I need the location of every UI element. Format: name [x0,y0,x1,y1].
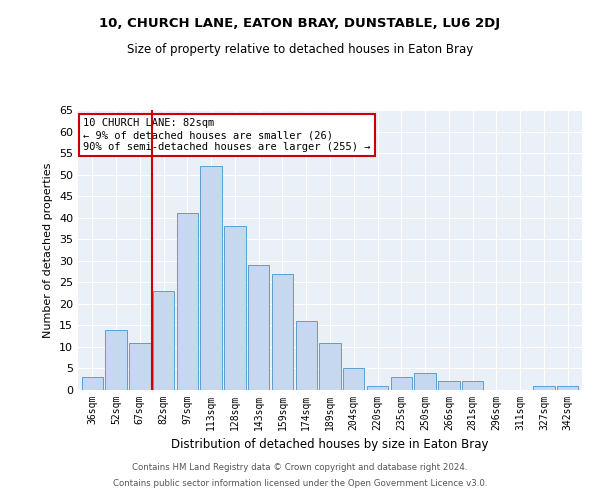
Y-axis label: Number of detached properties: Number of detached properties [43,162,53,338]
Text: 10 CHURCH LANE: 82sqm
← 9% of detached houses are smaller (26)
90% of semi-detac: 10 CHURCH LANE: 82sqm ← 9% of detached h… [83,118,371,152]
Bar [391,377,412,390]
X-axis label: Distribution of detached houses by size in Eaton Bray: Distribution of detached houses by size … [171,438,489,452]
Bar [129,342,151,390]
Bar [82,377,103,390]
Text: 10, CHURCH LANE, EATON BRAY, DUNSTABLE, LU6 2DJ: 10, CHURCH LANE, EATON BRAY, DUNSTABLE, … [100,18,500,30]
Text: Size of property relative to detached houses in Eaton Bray: Size of property relative to detached ho… [127,42,473,56]
Bar [557,386,578,390]
Bar [200,166,222,390]
Text: Contains public sector information licensed under the Open Government Licence v3: Contains public sector information licen… [113,478,487,488]
Bar [153,291,174,390]
Bar [367,386,388,390]
Bar [224,226,245,390]
Bar [272,274,293,390]
Bar [248,265,269,390]
Bar [343,368,364,390]
Bar [415,373,436,390]
Bar [176,214,198,390]
Bar [462,382,484,390]
Bar [533,386,554,390]
Text: Contains HM Land Registry data © Crown copyright and database right 2024.: Contains HM Land Registry data © Crown c… [132,464,468,472]
Bar [106,330,127,390]
Bar [319,342,341,390]
Bar [438,382,460,390]
Bar [296,321,317,390]
